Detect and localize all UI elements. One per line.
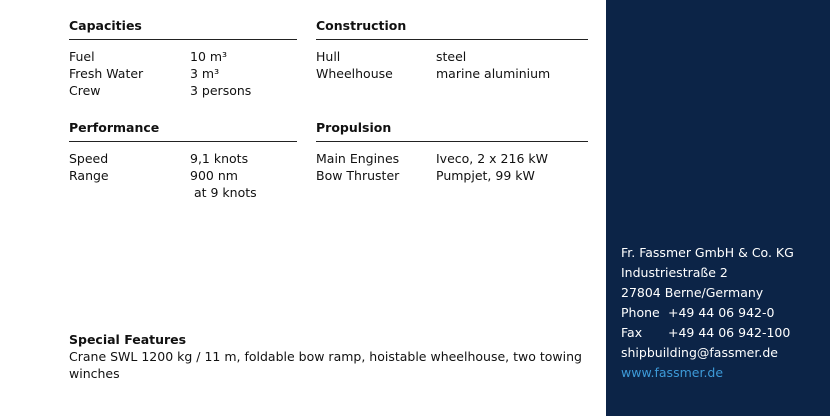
spec-row: Fresh Water 3 m³	[69, 65, 297, 82]
divider	[69, 141, 297, 142]
spec-value: Pumpjet, 99 kW	[436, 168, 535, 183]
spec-label: Hull	[316, 49, 341, 64]
fax-label: Fax	[621, 325, 643, 340]
divider	[316, 141, 588, 142]
section-title: Capacities	[69, 18, 142, 33]
phone-number: +49 44 06 942-0	[668, 305, 775, 320]
spec-row: Hull steel	[316, 48, 588, 65]
capacities-section: Capacities Fuel 10 m³ Fresh Water 3 m³ Cre…	[69, 17, 297, 99]
spec-value: 10 m³	[190, 49, 228, 64]
special-features-text: Crane SWL 1200 kg / 11 m, foldable bow r…	[69, 349, 582, 381]
contact-panel: Fr. Fassmer GmbH & Co. KG Industriestraß…	[606, 0, 830, 416]
spec-row: Main Engines Iveco, 2 x 216 kW	[316, 150, 588, 167]
divider	[316, 39, 588, 40]
contact-block: Fr. Fassmer GmbH & Co. KG Industriestraß…	[621, 243, 794, 383]
spec-row: Range 900 nm at 9 knots	[69, 167, 297, 201]
divider	[69, 39, 297, 40]
phone-line: Phone +49 44 06 942-0	[621, 303, 794, 323]
website-link[interactable]: www.fassmer.de	[621, 365, 724, 380]
email-address[interactable]: shipbuilding@fassmer.de	[621, 345, 778, 360]
spec-label: Main Engines	[316, 151, 400, 166]
spec-label: Wheelhouse	[316, 66, 393, 81]
performance-section: Performance Speed 9,1 knots Range 900 nm a…	[69, 119, 297, 201]
company-name: Fr. Fassmer GmbH & Co. KG	[621, 245, 794, 260]
spec-value: 900 nm at 9 knots	[190, 168, 257, 200]
spec-label: Bow Thruster	[316, 168, 400, 183]
section-title: Propulsion	[316, 120, 392, 135]
spec-row: Bow Thruster Pumpjet, 99 kW	[316, 167, 588, 184]
spec-value: 9,1 knots	[190, 151, 249, 166]
spec-value: marine aluminium	[436, 66, 551, 81]
spec-row: Crew 3 persons	[69, 82, 297, 99]
fax-number: +49 44 06 942-100	[668, 325, 791, 340]
spec-label: Speed	[69, 151, 109, 166]
construction-section: Construction Hull steel Wheelhouse marine …	[316, 17, 588, 82]
spec-label: Range	[69, 168, 109, 183]
spec-label: Fuel	[69, 49, 95, 64]
section-title: Construction	[316, 18, 407, 33]
spec-value: 3 m³	[190, 66, 220, 81]
street-address: Industriestraße 2	[621, 265, 728, 280]
spec-label: Crew	[69, 83, 101, 98]
spec-row: Fuel 10 m³	[69, 48, 297, 65]
phone-label: Phone	[621, 305, 660, 320]
spec-row: Wheelhouse marine aluminium	[316, 65, 588, 82]
fax-line: Fax +49 44 06 942-100	[621, 323, 794, 343]
spec-label: Fresh Water	[69, 66, 144, 81]
special-features-title: Special Features	[69, 332, 187, 347]
city-address: 27804 Berne/Germany	[621, 285, 764, 300]
spec-value: 3 persons	[190, 83, 252, 98]
section-title: Performance	[69, 120, 160, 135]
spec-row: Speed 9,1 knots	[69, 150, 297, 167]
special-features: Special Features Crane SWL 1200 kg / 11 …	[69, 331, 589, 382]
spec-value: steel	[436, 49, 467, 64]
propulsion-section: Propulsion Main Engines Iveco, 2 x 216 kW…	[316, 119, 588, 184]
spec-value: Iveco, 2 x 216 kW	[436, 151, 548, 166]
